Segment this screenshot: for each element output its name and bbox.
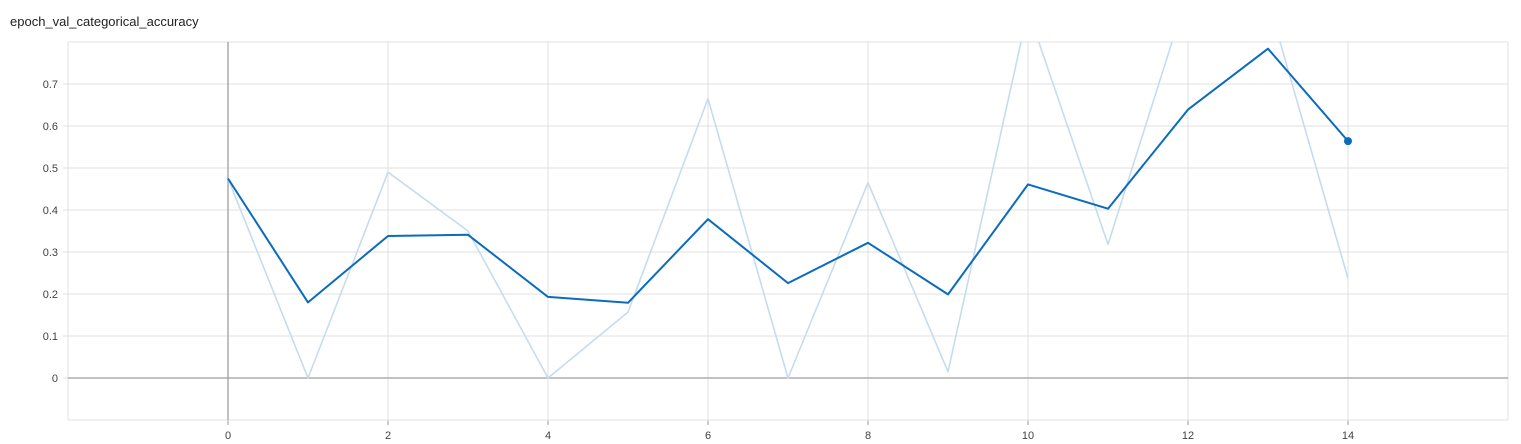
x-tick-label: 2 bbox=[385, 430, 391, 442]
x-tick-label: 10 bbox=[1022, 430, 1034, 442]
tick-labels: 0 0.1 0.2 0.3 0.4 0.5 0.6 0.7 0 2 4 6 8 10 12 14 bbox=[43, 79, 1354, 442]
last-point-marker[interactable] bbox=[1344, 137, 1352, 146]
y-tick-label: 0.7 bbox=[43, 79, 58, 91]
y-tick-label: 0.3 bbox=[43, 247, 58, 259]
y-tick-label: 0.5 bbox=[43, 163, 58, 175]
y-tick-label: 0.2 bbox=[43, 289, 58, 301]
x-tick-label: 4 bbox=[545, 430, 551, 442]
smoothed-series-line bbox=[227, 47, 1349, 304]
y-tick-label: 0.6 bbox=[43, 121, 58, 133]
x-tick-label: 8 bbox=[865, 430, 871, 442]
x-tick-label: 12 bbox=[1182, 430, 1194, 442]
y-tick-label: 0.1 bbox=[43, 331, 58, 343]
axes bbox=[68, 42, 1508, 421]
y-tick-label: 0 bbox=[52, 373, 58, 385]
x-tick-label: 6 bbox=[705, 430, 711, 442]
raw-series-line bbox=[227, 42, 1349, 379]
x-tick-label: 14 bbox=[1342, 430, 1354, 442]
chart-title: epoch_val_categorical_accuracy bbox=[10, 14, 199, 29]
series-layer bbox=[227, 42, 1352, 379]
x-tick-label: 0 bbox=[225, 430, 231, 442]
y-tick-label: 0.4 bbox=[43, 205, 58, 217]
